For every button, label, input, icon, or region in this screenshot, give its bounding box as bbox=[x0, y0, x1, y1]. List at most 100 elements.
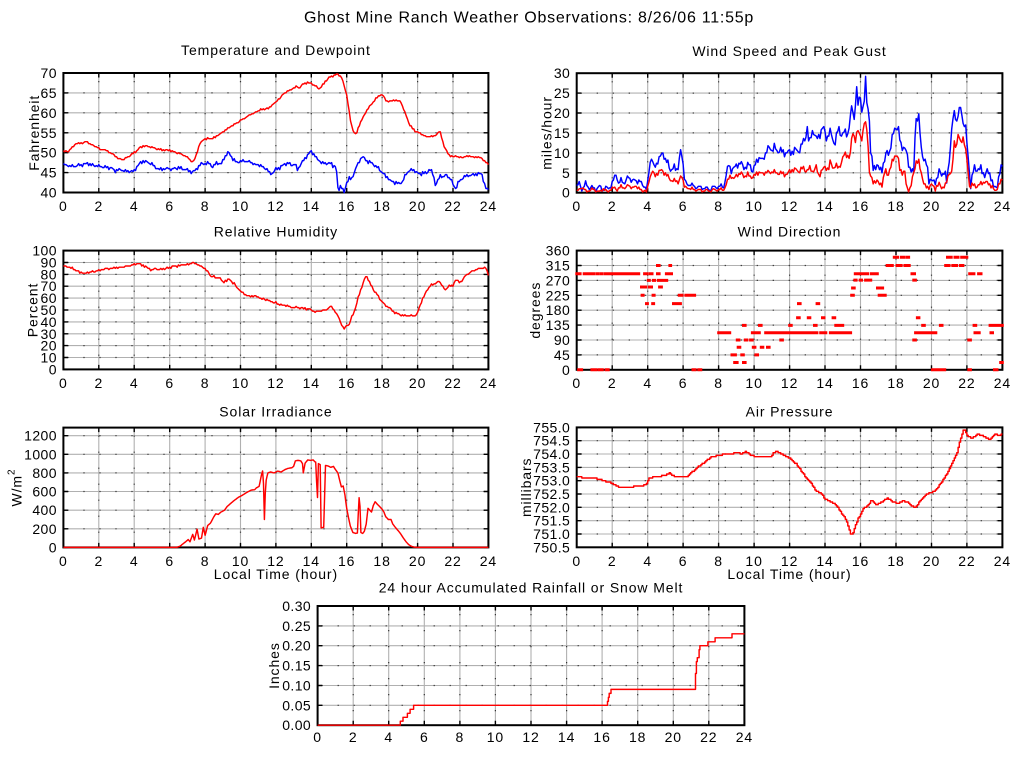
svg-text:600: 600 bbox=[32, 484, 57, 500]
svg-text:2: 2 bbox=[608, 198, 617, 214]
svg-text:0: 0 bbox=[572, 198, 581, 214]
svg-text:12: 12 bbox=[522, 729, 539, 745]
svg-text:24: 24 bbox=[736, 729, 753, 745]
svg-text:2: 2 bbox=[608, 375, 617, 391]
svg-text:4: 4 bbox=[384, 729, 393, 745]
svg-text:18: 18 bbox=[887, 553, 904, 569]
svg-text:8: 8 bbox=[714, 553, 723, 569]
svg-text:miles/hour: miles/hour bbox=[539, 96, 555, 170]
svg-text:50: 50 bbox=[41, 145, 57, 161]
svg-text:752.0: 752.0 bbox=[533, 499, 570, 515]
svg-text:5: 5 bbox=[562, 165, 570, 181]
svg-text:0: 0 bbox=[59, 553, 68, 569]
svg-text:12: 12 bbox=[267, 375, 284, 391]
svg-text:20: 20 bbox=[923, 553, 940, 569]
svg-text:18: 18 bbox=[887, 198, 904, 214]
svg-text:Fahrenheit: Fahrenheit bbox=[26, 95, 42, 171]
svg-text:22: 22 bbox=[444, 375, 461, 391]
svg-text:60: 60 bbox=[41, 105, 57, 121]
svg-text:10: 10 bbox=[745, 198, 762, 214]
svg-text:14: 14 bbox=[303, 375, 320, 391]
svg-text:6: 6 bbox=[679, 553, 688, 569]
svg-text:6: 6 bbox=[165, 553, 174, 569]
svg-text:2: 2 bbox=[94, 553, 103, 569]
svg-text:200: 200 bbox=[32, 521, 57, 537]
svg-text:0: 0 bbox=[49, 361, 57, 377]
svg-text:Temperature and Dewpoint: Temperature and Dewpoint bbox=[181, 42, 371, 58]
svg-text:10: 10 bbox=[232, 553, 249, 569]
svg-text:25: 25 bbox=[554, 85, 570, 101]
svg-text:0: 0 bbox=[313, 729, 322, 745]
svg-text:22: 22 bbox=[444, 198, 461, 214]
svg-text:225: 225 bbox=[546, 287, 571, 303]
svg-text:22: 22 bbox=[444, 553, 461, 569]
svg-text:24: 24 bbox=[480, 375, 497, 391]
svg-text:18: 18 bbox=[373, 375, 390, 391]
svg-text:12: 12 bbox=[781, 198, 798, 214]
svg-text:Relative Humidity: Relative Humidity bbox=[214, 224, 338, 240]
svg-text:24: 24 bbox=[994, 198, 1011, 214]
svg-text:Ghost Mine Ranch Weather Obser: Ghost Mine Ranch Weather Observations: 8… bbox=[304, 10, 754, 27]
svg-text:18: 18 bbox=[629, 729, 646, 745]
svg-text:18: 18 bbox=[887, 375, 904, 391]
svg-text:Inches: Inches bbox=[266, 642, 282, 689]
svg-text:135: 135 bbox=[546, 317, 571, 333]
svg-text:0.20: 0.20 bbox=[282, 638, 311, 654]
svg-text:60: 60 bbox=[41, 290, 57, 306]
svg-text:Percent: Percent bbox=[25, 283, 41, 338]
svg-text:752.5: 752.5 bbox=[533, 486, 570, 502]
svg-text:14: 14 bbox=[816, 553, 833, 569]
svg-text:20: 20 bbox=[923, 198, 940, 214]
svg-text:755.0: 755.0 bbox=[533, 419, 570, 435]
svg-text:Wind Direction: Wind Direction bbox=[738, 224, 842, 240]
svg-text:24: 24 bbox=[480, 553, 497, 569]
svg-text:270: 270 bbox=[546, 272, 571, 288]
svg-text:30: 30 bbox=[554, 65, 570, 81]
svg-text:800: 800 bbox=[32, 465, 57, 481]
svg-text:45: 45 bbox=[41, 165, 57, 181]
svg-text:Solar Irradiance: Solar Irradiance bbox=[219, 404, 332, 420]
svg-text:751.5: 751.5 bbox=[533, 513, 570, 529]
svg-text:0: 0 bbox=[49, 539, 57, 555]
svg-text:22: 22 bbox=[958, 553, 975, 569]
svg-text:8: 8 bbox=[714, 375, 723, 391]
svg-text:2: 2 bbox=[94, 375, 103, 391]
svg-text:W/m2: W/m2 bbox=[6, 469, 25, 507]
svg-text:Local Time (hour): Local Time (hour) bbox=[727, 566, 851, 582]
svg-text:14: 14 bbox=[816, 375, 833, 391]
svg-text:6: 6 bbox=[679, 375, 688, 391]
svg-text:90: 90 bbox=[554, 332, 570, 348]
svg-text:16: 16 bbox=[852, 198, 869, 214]
svg-text:4: 4 bbox=[130, 198, 139, 214]
svg-text:754.0: 754.0 bbox=[533, 446, 570, 462]
svg-text:0.15: 0.15 bbox=[282, 658, 311, 674]
svg-text:16: 16 bbox=[852, 553, 869, 569]
svg-text:0.00: 0.00 bbox=[282, 717, 311, 733]
svg-text:40: 40 bbox=[41, 185, 57, 201]
svg-text:6: 6 bbox=[420, 729, 429, 745]
svg-text:22: 22 bbox=[958, 198, 975, 214]
svg-text:16: 16 bbox=[852, 375, 869, 391]
svg-text:20: 20 bbox=[923, 375, 940, 391]
svg-text:754.5: 754.5 bbox=[533, 433, 570, 449]
svg-text:6: 6 bbox=[165, 375, 174, 391]
svg-text:4: 4 bbox=[643, 198, 652, 214]
svg-text:4: 4 bbox=[130, 553, 139, 569]
svg-text:22: 22 bbox=[958, 375, 975, 391]
svg-text:12: 12 bbox=[267, 553, 284, 569]
svg-text:0: 0 bbox=[562, 362, 570, 378]
svg-text:8: 8 bbox=[201, 375, 210, 391]
svg-text:753.5: 753.5 bbox=[533, 459, 570, 475]
svg-text:16: 16 bbox=[338, 553, 355, 569]
svg-text:1200: 1200 bbox=[24, 428, 57, 444]
svg-text:24: 24 bbox=[994, 375, 1011, 391]
svg-text:15: 15 bbox=[554, 125, 570, 141]
svg-text:12: 12 bbox=[781, 375, 798, 391]
svg-text:1000: 1000 bbox=[24, 446, 57, 462]
svg-text:65: 65 bbox=[41, 85, 57, 101]
svg-text:8: 8 bbox=[201, 553, 210, 569]
svg-text:14: 14 bbox=[303, 553, 320, 569]
svg-text:4: 4 bbox=[643, 553, 652, 569]
svg-text:8: 8 bbox=[714, 198, 723, 214]
svg-text:18: 18 bbox=[373, 553, 390, 569]
